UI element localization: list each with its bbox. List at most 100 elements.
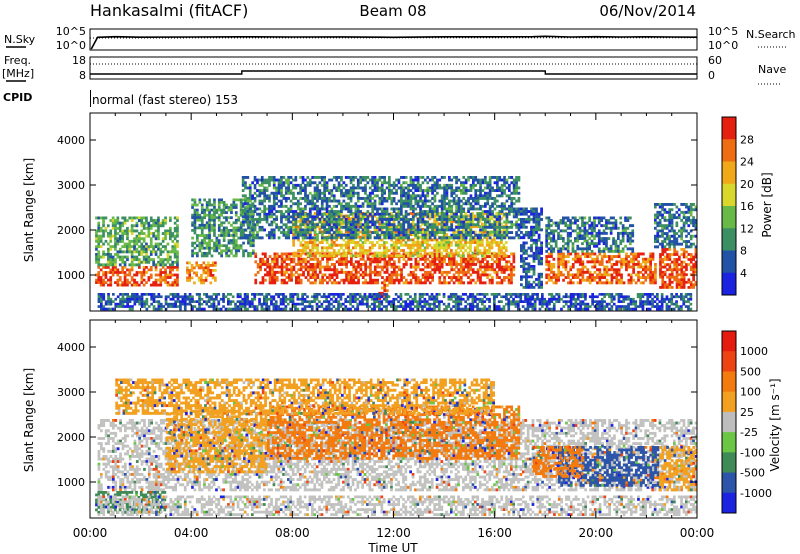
velocity-colorbar-tick-3: 25 — [740, 406, 754, 419]
cpid-text: normal (fast stereo) 153 — [92, 93, 238, 107]
power-cbar-swatch-3 — [722, 183, 736, 207]
x-tick-label-3: 12:00 — [376, 526, 411, 540]
power-y-axis-label: Slant Range [km] — [22, 158, 36, 262]
velocity-y-axis-label: Slant Range [km] — [22, 368, 36, 472]
noise-series-group — [89, 35, 698, 50]
power-colorbar-tick-6: 28 — [740, 133, 754, 146]
power-cbar-frame — [721, 116, 737, 296]
power-echo-band-12 — [654, 203, 698, 249]
power-echo-band-10 — [545, 216, 635, 253]
power-cbar-swatch-4 — [722, 206, 736, 229]
power-colorbar-tick-0: 4 — [740, 267, 747, 280]
power-heatmap-marks — [95, 176, 698, 311]
power-y-tick-label-1: 2000 — [57, 224, 85, 237]
x-tick-label-2: 08:00 — [275, 526, 310, 540]
date-title: 06/Nov/2014 — [599, 2, 696, 20]
noise-tick-left-bottom: 10^0 — [56, 39, 86, 52]
power-y-tick-label-0: 1000 — [57, 269, 85, 282]
power-cbar-swatch-5 — [722, 228, 736, 251]
power-echo-band-3 — [191, 198, 255, 258]
velocity-colorbar-tick-0: 1000 — [740, 345, 768, 358]
vel-cbar-swatch-4 — [722, 411, 736, 433]
power-colorbar-tick-3: 16 — [740, 200, 754, 213]
velocity-colorbar-tick-7: -1000 — [740, 487, 772, 500]
noise-tick-left-top: 10^5 — [56, 25, 86, 38]
vel-cbar-swatch-5 — [722, 432, 736, 453]
freq-unit-label: [MHz] — [2, 67, 34, 80]
beam-title: Beam 08 — [359, 2, 426, 20]
velocity-colorbar: 1000 500 100 25 -25 -100 -500 -1000 — [721, 330, 772, 514]
nsearch-label: N.Search — [746, 28, 796, 41]
nave-tick-right-top: 60 — [708, 54, 722, 67]
velocity-y-tick-label-2: 3000 — [57, 386, 85, 399]
velocity-echo-band-2 — [165, 410, 268, 474]
vel-cbar-swatch-7 — [722, 472, 736, 494]
vel-cbar-frame — [721, 330, 737, 514]
velocity-echo-band-5 — [532, 446, 584, 478]
power-colorbar-tick-2: 12 — [740, 222, 754, 235]
power-colorbar-label: Power [dB] — [760, 172, 774, 237]
power-echo-band-13 — [97, 293, 693, 311]
freq-label: Freq. — [4, 54, 31, 67]
power-echo-band-1 — [95, 216, 179, 267]
power-echo-band-4 — [254, 252, 516, 285]
vel-cbar-swatch-6 — [722, 452, 736, 473]
velocity-echo-band-8 — [97, 495, 698, 516]
noise-strip-frame — [89, 28, 698, 51]
power-cbar-swatch-1 — [722, 139, 736, 162]
station-title: Hankasalmi (fitACF) — [90, 1, 248, 20]
nsky-label: N.Sky — [4, 33, 36, 46]
vel-cbar-swatch-3 — [722, 391, 736, 413]
x-tick-label-6: 00:00 — [680, 526, 715, 540]
velocity-echo-band-7 — [115, 378, 495, 415]
freq-strip-frame — [89, 56, 698, 80]
nave-label: Nave — [758, 63, 786, 76]
velocity-x-ticks: 00:00 04:00 08:00 12:00 16:00 20:00 00:00 — [73, 526, 715, 540]
power-y-tick-label-3: 4000 — [57, 134, 85, 147]
nave-tick-right-bottom: 0 — [708, 69, 715, 82]
x-tick-label-4: 16:00 — [477, 526, 512, 540]
velocity-colorbar-tick-2: 100 — [740, 386, 761, 399]
x-tick-label-5: 20:00 — [579, 526, 614, 540]
power-echo-band-11 — [659, 248, 698, 289]
power-echo-band-0 — [95, 266, 179, 287]
power-cbar-swatch-7 — [722, 272, 736, 296]
x-tick-label-1: 04:00 — [174, 526, 209, 540]
velocity-colorbar-tick-1: 500 — [740, 365, 761, 378]
power-colorbar-tick-5: 24 — [740, 156, 754, 169]
power-colorbar-tick-4: 20 — [740, 178, 754, 191]
power-echo-band-9 — [545, 252, 657, 285]
freq-tick-left-bottom: 8 — [79, 69, 86, 82]
x-axis-label: Time UT — [367, 541, 418, 554]
vel-cbar-swatch-0 — [722, 331, 736, 352]
power-cbar-swatch-0 — [722, 117, 736, 140]
velocity-y-ticks: 1000 2000 3000 4000 — [57, 320, 698, 518]
power-colorbar-tick-1: 8 — [740, 245, 747, 258]
power-echo-band-8 — [520, 207, 543, 289]
velocity-y-tick-label-3: 4000 — [57, 341, 85, 354]
x-tick-label-0: 00:00 — [73, 526, 108, 540]
power-cbar-swatch-2 — [722, 161, 736, 185]
velocity-echo-band-6 — [659, 446, 698, 492]
noise-tick-right-top: 10^5 — [708, 25, 738, 38]
freq-series-group — [90, 63, 697, 75]
velocity-y-tick-label-0: 1000 — [57, 476, 85, 489]
noise-series-nsky — [90, 35, 698, 50]
velocity-colorbar-label: Velocity [m s⁻¹] — [768, 378, 782, 471]
velocity-colorbar-tick-5: -100 — [740, 446, 765, 459]
velocity-colorbar-tick-4: -25 — [740, 426, 758, 439]
velocity-echo-band-3 — [267, 405, 521, 460]
velocity-colorbar-tick-6: -500 — [740, 467, 765, 480]
noise-tick-right-bottom: 10^0 — [708, 39, 738, 52]
freq-tick-left-top: 18 — [72, 54, 86, 67]
vel-cbar-swatch-8 — [722, 492, 736, 514]
power-y-tick-label-2: 3000 — [57, 179, 85, 192]
power-cbar-swatch-6 — [722, 250, 736, 274]
velocity-heatmap-marks — [95, 378, 698, 516]
power-echo-band-2 — [186, 261, 217, 285]
cpid-label: CPID — [3, 91, 32, 104]
power-echo-band-6 — [241, 176, 521, 240]
power-y-ticks: 1000 2000 3000 4000 — [57, 113, 698, 311]
vel-cbar-swatch-1 — [722, 351, 736, 372]
